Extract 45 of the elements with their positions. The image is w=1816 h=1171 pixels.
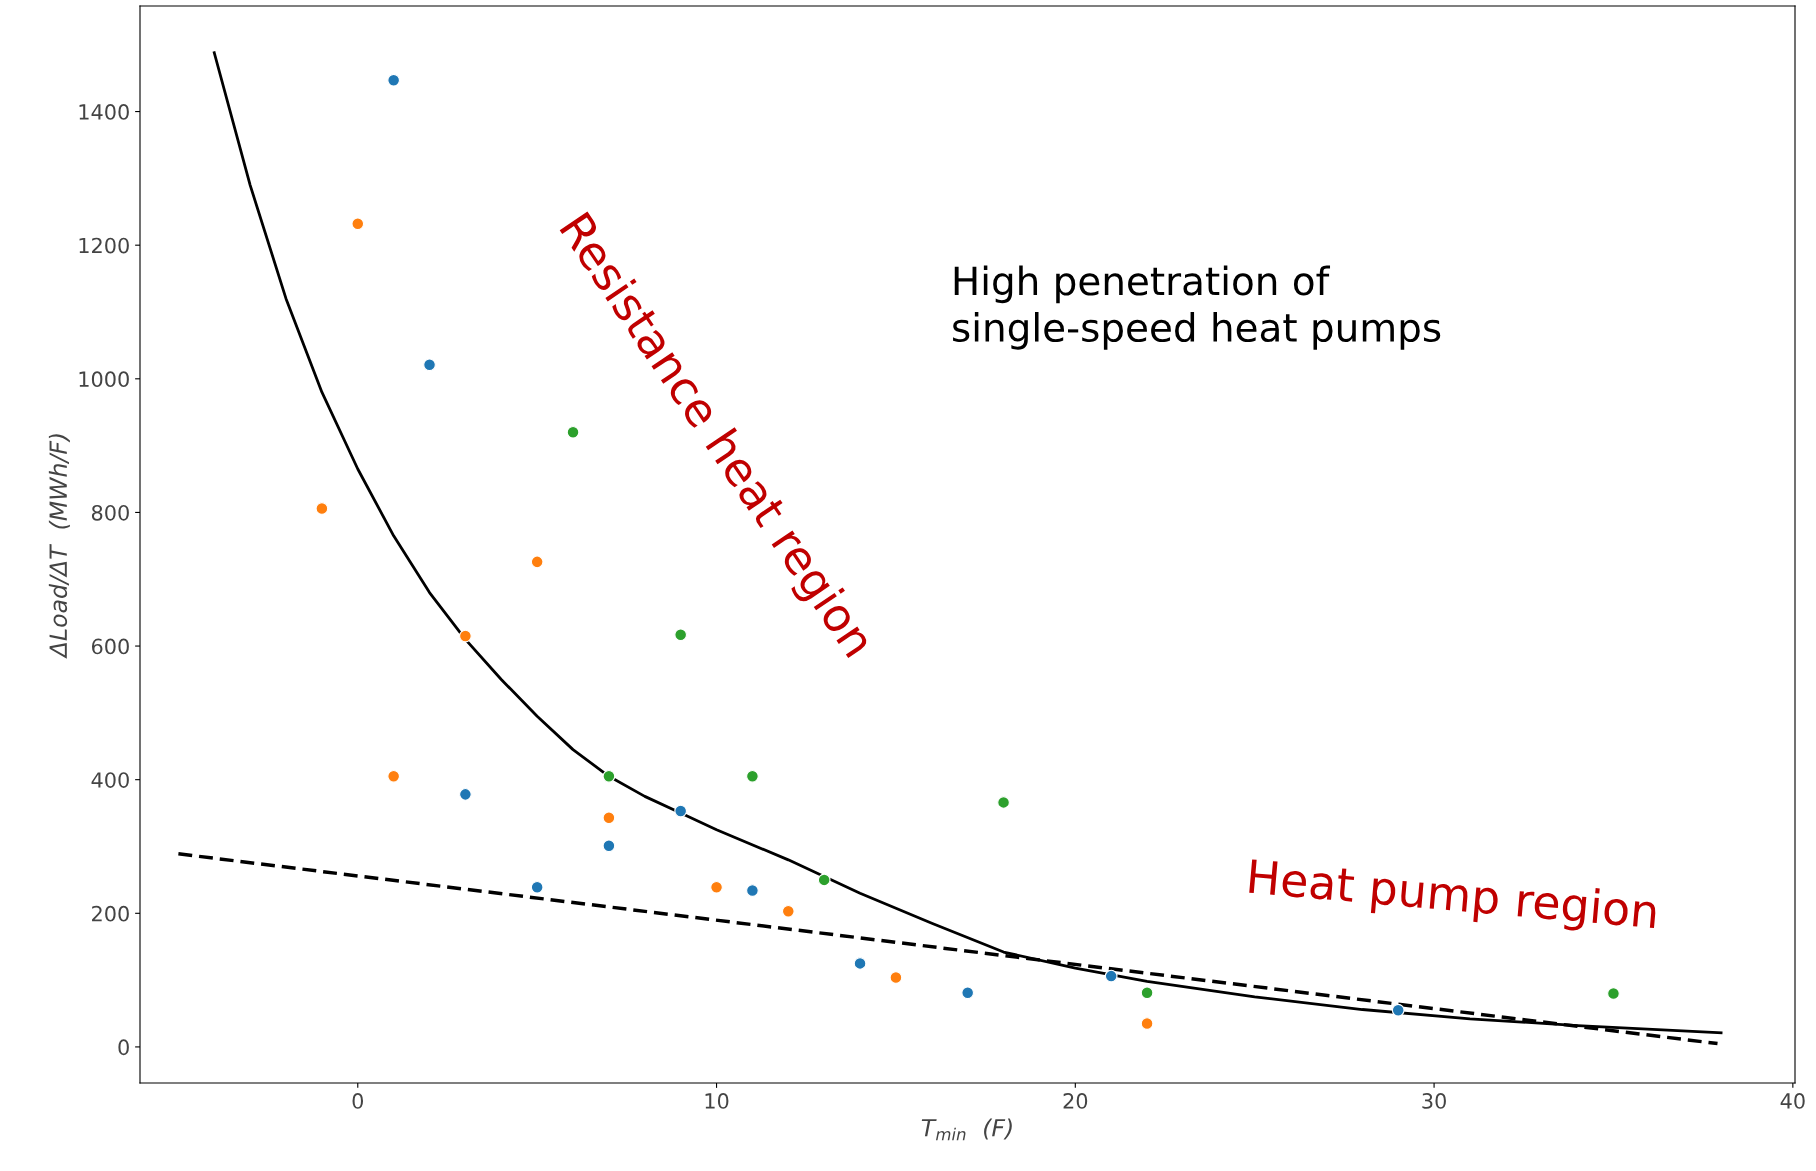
x-tick-label: 30 [1422,1093,1446,1109]
point [710,880,723,894]
y-tick-label: 1400 [79,104,129,120]
y-axis-title: ΔLoad/ΔT (MWh/F) [48,434,70,659]
point [530,880,544,894]
point [1140,986,1154,1000]
point [423,358,436,372]
annotation: High penetration of single-speed heat pumps [953,265,1441,350]
y-tick-label: 1000 [79,371,129,388]
point [1104,969,1118,983]
point [746,769,759,783]
point [781,904,795,918]
y-tick-label: 400 [91,772,129,788]
point [961,986,975,1000]
point [889,971,903,984]
x-tick-label: 0 [352,1093,364,1109]
point [459,788,472,801]
point [459,629,472,643]
x-tick-label: 40 [1780,1093,1805,1109]
point [602,769,616,783]
y-tick-label: 600 [91,638,129,655]
point [315,502,329,515]
y-tick-label: 0 [118,1039,129,1056]
y-tick-label: 200 [92,905,129,922]
y-tick-label: 1200 [79,237,129,254]
x-axis-title: T$_{min}$ (F) [921,1118,1012,1141]
x-tick-label: 10 [705,1093,729,1109]
point [674,628,688,642]
point [387,769,401,783]
point [853,957,867,970]
point [351,217,365,231]
point [530,555,544,569]
point [387,73,401,87]
point [746,884,759,897]
x-tick-label: 20 [1063,1093,1088,1109]
point [1140,1017,1154,1030]
point [602,839,616,853]
point [817,873,831,887]
point [674,804,688,818]
point [602,811,616,825]
point [997,796,1010,809]
annotation: Heat pump region [1248,857,1658,938]
point [1607,987,1620,1000]
point [1391,1003,1405,1017]
y-tick-label: 800 [91,504,129,521]
